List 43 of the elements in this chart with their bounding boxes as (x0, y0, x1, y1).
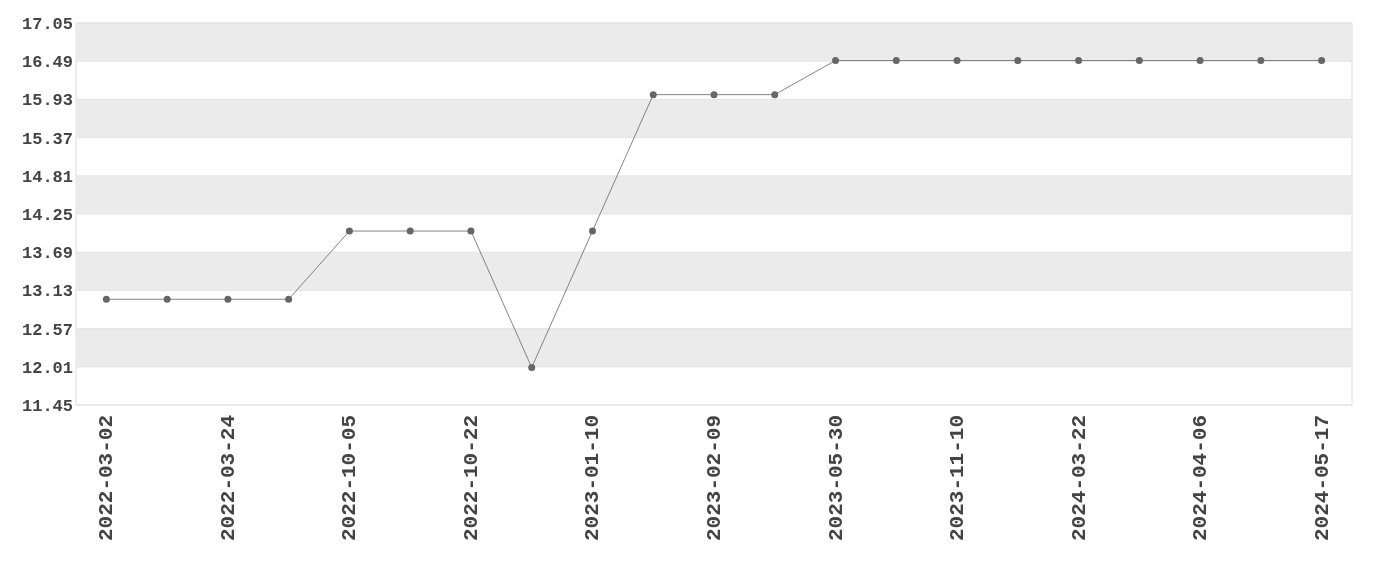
x-tick-label: 2023-01-10 (581, 415, 605, 542)
y-tick-label: 16.49 (21, 53, 73, 73)
point (163, 295, 171, 303)
point (588, 227, 596, 235)
point (892, 57, 900, 65)
point (102, 295, 110, 303)
x-tick-label: 2022-10-05 (338, 415, 362, 542)
y-tick-label: 14.25 (21, 205, 73, 225)
y-tick-label: 14.81 (21, 167, 73, 187)
point (953, 57, 961, 65)
point (771, 91, 779, 99)
point (406, 227, 414, 235)
point (224, 295, 232, 303)
point (1135, 57, 1143, 65)
point (1318, 57, 1326, 65)
x-tick-label: 2022-03-02 (95, 415, 119, 542)
point (1014, 57, 1022, 65)
y-tick-label: 13.69 (21, 244, 73, 264)
x-tick-label: 2022-10-22 (459, 415, 483, 542)
x-tick-label: 2024-03-22 (1067, 415, 1091, 542)
y-tick-label: 17.05 (21, 14, 73, 34)
point (528, 363, 536, 371)
y-tick-label: 12.57 (21, 320, 73, 340)
x-tick-label: 2024-04-06 (1189, 415, 1213, 542)
y-tick-label: 11.45 (21, 396, 73, 416)
x-tick-label: 2023-02-09 (703, 415, 726, 542)
x-tick-label: 2024-05-17 (1310, 415, 1334, 542)
point (710, 91, 718, 99)
point (467, 227, 475, 235)
y-tick-label: 13.13 (21, 282, 73, 302)
x-tick-label: 2023-11-10 (946, 415, 970, 542)
x-tick-label: 2023-05-30 (824, 415, 848, 542)
point (345, 227, 353, 235)
x-tick-label: 2022-03-24 (216, 415, 240, 542)
point (285, 295, 293, 303)
point (1075, 57, 1083, 65)
y-tick-label: 15.37 (21, 129, 73, 149)
point (1257, 57, 1265, 65)
y-tick-label: 15.93 (21, 91, 73, 111)
y-tick-label: 12.01 (21, 358, 73, 378)
point (832, 57, 840, 65)
point (649, 91, 657, 99)
point (1196, 57, 1204, 65)
